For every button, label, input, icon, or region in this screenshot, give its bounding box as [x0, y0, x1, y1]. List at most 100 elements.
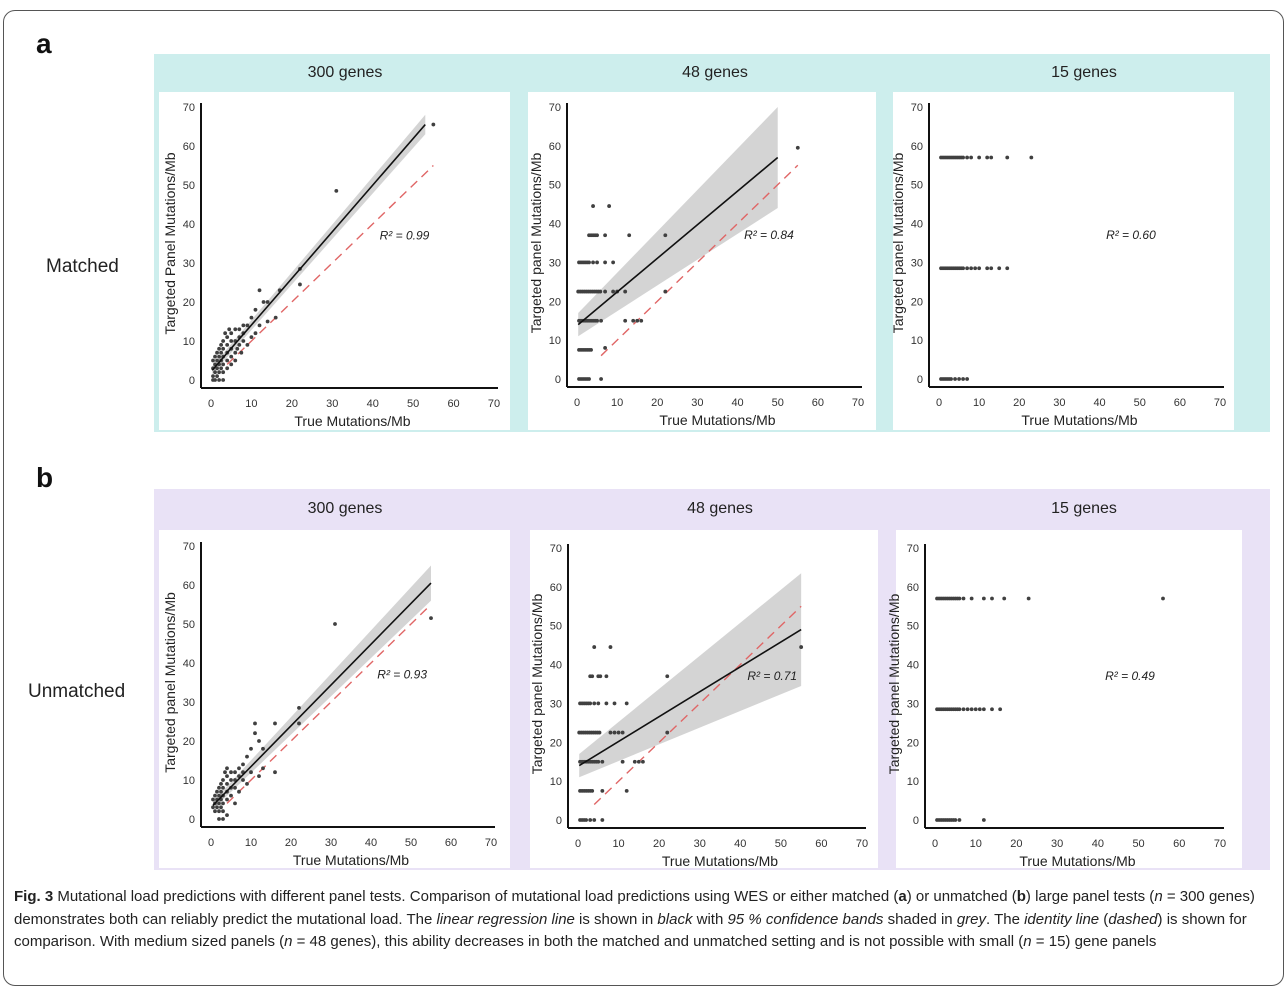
data-point	[233, 770, 237, 775]
y-tick-label: 60	[907, 582, 919, 594]
data-point	[253, 331, 258, 336]
y-tick-label: 70	[911, 102, 923, 114]
caption-bands: 95 % confidence bands	[727, 910, 884, 928]
data-point	[217, 817, 221, 821]
y-tick-label: 30	[550, 698, 562, 710]
data-point	[235, 346, 240, 351]
y-tick-label: 10	[549, 335, 561, 347]
data-point	[219, 805, 223, 810]
data-point	[245, 343, 250, 347]
r-squared-label: R² = 0.71	[747, 669, 797, 683]
caption-grey: grey	[956, 910, 986, 928]
x-tick-label: 70	[1214, 397, 1226, 409]
data-point	[217, 370, 221, 375]
data-point	[635, 318, 640, 323]
data-point	[217, 354, 221, 359]
caption-text: = 48 genes), this ability decreases in b…	[292, 933, 1024, 950]
x-tick-label: 20	[651, 397, 663, 409]
y-tick-label: 40	[550, 660, 562, 672]
data-point	[665, 730, 670, 735]
data-point	[333, 622, 337, 626]
data-point	[985, 155, 990, 160]
x-tick-label: 10	[970, 838, 982, 850]
data-point	[600, 788, 605, 793]
confidence-band	[578, 107, 778, 337]
y-tick-label: 20	[549, 296, 561, 308]
data-point	[663, 289, 668, 294]
data-point	[219, 366, 224, 371]
x-axis-label: True Mutations/Mb	[293, 852, 409, 868]
data-point	[245, 782, 249, 786]
data-point	[213, 354, 217, 359]
data-point	[233, 801, 237, 806]
caption-text: Mutational load predictions with differe…	[53, 888, 899, 905]
y-tick-label: 60	[183, 141, 195, 153]
data-point	[597, 730, 602, 735]
data-point	[241, 339, 246, 343]
data-point	[273, 721, 277, 726]
data-point	[223, 770, 227, 775]
data-point	[249, 746, 253, 751]
data-point	[217, 378, 221, 382]
data-point	[249, 335, 254, 339]
data-point	[961, 155, 965, 160]
plot-title-matched-300: 300 genes	[307, 64, 383, 81]
y-tick-label: 30	[907, 698, 919, 710]
plot-title-unmatched-15: 15 genes	[1051, 500, 1117, 517]
data-point	[624, 701, 629, 706]
data-point	[990, 707, 994, 712]
data-point	[611, 289, 616, 294]
data-point	[245, 323, 250, 328]
x-tick-label: 0	[936, 397, 942, 409]
data-point	[225, 766, 229, 771]
x-tick-label: 10	[611, 397, 623, 409]
data-point	[217, 785, 221, 790]
data-point	[237, 327, 242, 332]
y-tick-label: 10	[907, 776, 919, 788]
y-tick-label: 0	[913, 815, 919, 827]
y-tick-label: 50	[549, 180, 561, 192]
data-point	[957, 596, 962, 601]
x-axis-label: True Mutations/Mb	[659, 412, 775, 428]
caption-b: b	[1016, 888, 1026, 905]
data-point	[273, 315, 278, 320]
data-point	[981, 818, 986, 822]
x-tick-label: 40	[365, 837, 377, 849]
plot-title-unmatched-300: 300 genes	[307, 500, 383, 517]
data-point	[221, 346, 226, 351]
x-axis-label: True Mutations/Mb	[1021, 412, 1137, 428]
x-tick-label: 30	[326, 398, 338, 410]
data-point	[627, 233, 632, 238]
data-point	[965, 155, 969, 160]
y-tick-label: 0	[189, 814, 195, 826]
plot-title-unmatched-48: 48 genes	[687, 500, 753, 517]
caption-text: ) or unmatched (	[906, 888, 1017, 905]
chart-svg: 0 10 20 30 40 50 60 70 0 10 20 30 40 50 60 70 R² = 0.60 T…	[890, 102, 1226, 428]
data-point	[217, 809, 221, 814]
data-point	[591, 260, 595, 265]
caption-dashed: dashed	[1108, 910, 1158, 928]
figure-caption: Fig. 3 Mutational load predictions with …	[14, 886, 1276, 954]
x-tick-label: 30	[1051, 838, 1063, 850]
r-squared-label: R² = 0.93	[377, 668, 427, 682]
data-point	[961, 266, 965, 271]
data-point	[265, 300, 270, 304]
regression-line	[577, 156, 779, 326]
data-point	[219, 350, 224, 355]
y-tick-label: 70	[907, 543, 919, 555]
data-point	[217, 346, 221, 351]
x-tick-label: 70	[1214, 838, 1226, 850]
panel-label-b: b	[36, 462, 54, 493]
y-tick-label: 40	[183, 658, 195, 670]
y-tick-label: 30	[911, 257, 923, 269]
y-tick-label: 30	[183, 697, 195, 709]
y-axis-label: Targeted panel Mutations/Mb	[886, 594, 902, 775]
panel-label-a: a	[36, 28, 52, 59]
y-tick-label: 10	[911, 335, 923, 347]
y-tick-label: 70	[183, 541, 195, 553]
data-point	[977, 707, 982, 712]
data-point	[990, 596, 994, 601]
data-point	[215, 374, 219, 378]
data-point	[587, 260, 591, 265]
data-point	[603, 289, 607, 294]
